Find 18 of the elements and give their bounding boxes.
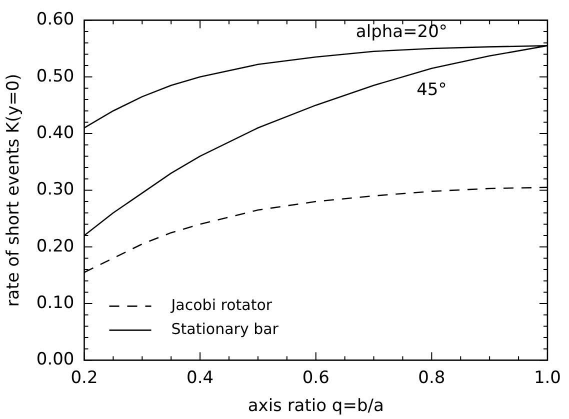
x-tick-label: 0.6 [302,368,330,388]
y-tick-label: 0.20 [36,236,74,256]
y-tick-label: 0.50 [36,66,74,86]
x-tick-label: 0.2 [70,368,98,388]
annotation: alpha=20° [356,22,448,42]
y-tick-label: 0.00 [36,350,74,370]
y-tick-label: 0.40 [36,122,74,143]
y-tick-label: 0.30 [36,180,74,200]
x-tick-label: 0.8 [418,368,446,388]
y-tick-label: 0.10 [36,292,74,313]
legend-label: Jacobi rotator [170,296,273,314]
y-axis-title: rate of short events K(y=0) [4,74,24,307]
x-tick-label: 1.0 [534,368,562,388]
x-tick-label: 0.4 [186,368,214,388]
x-axis-title: axis ratio q=b/a [248,396,384,416]
annotation: 45° [416,80,447,100]
legend-label: Stationary bar [171,320,280,338]
y-tick-label: 0.60 [36,10,74,30]
